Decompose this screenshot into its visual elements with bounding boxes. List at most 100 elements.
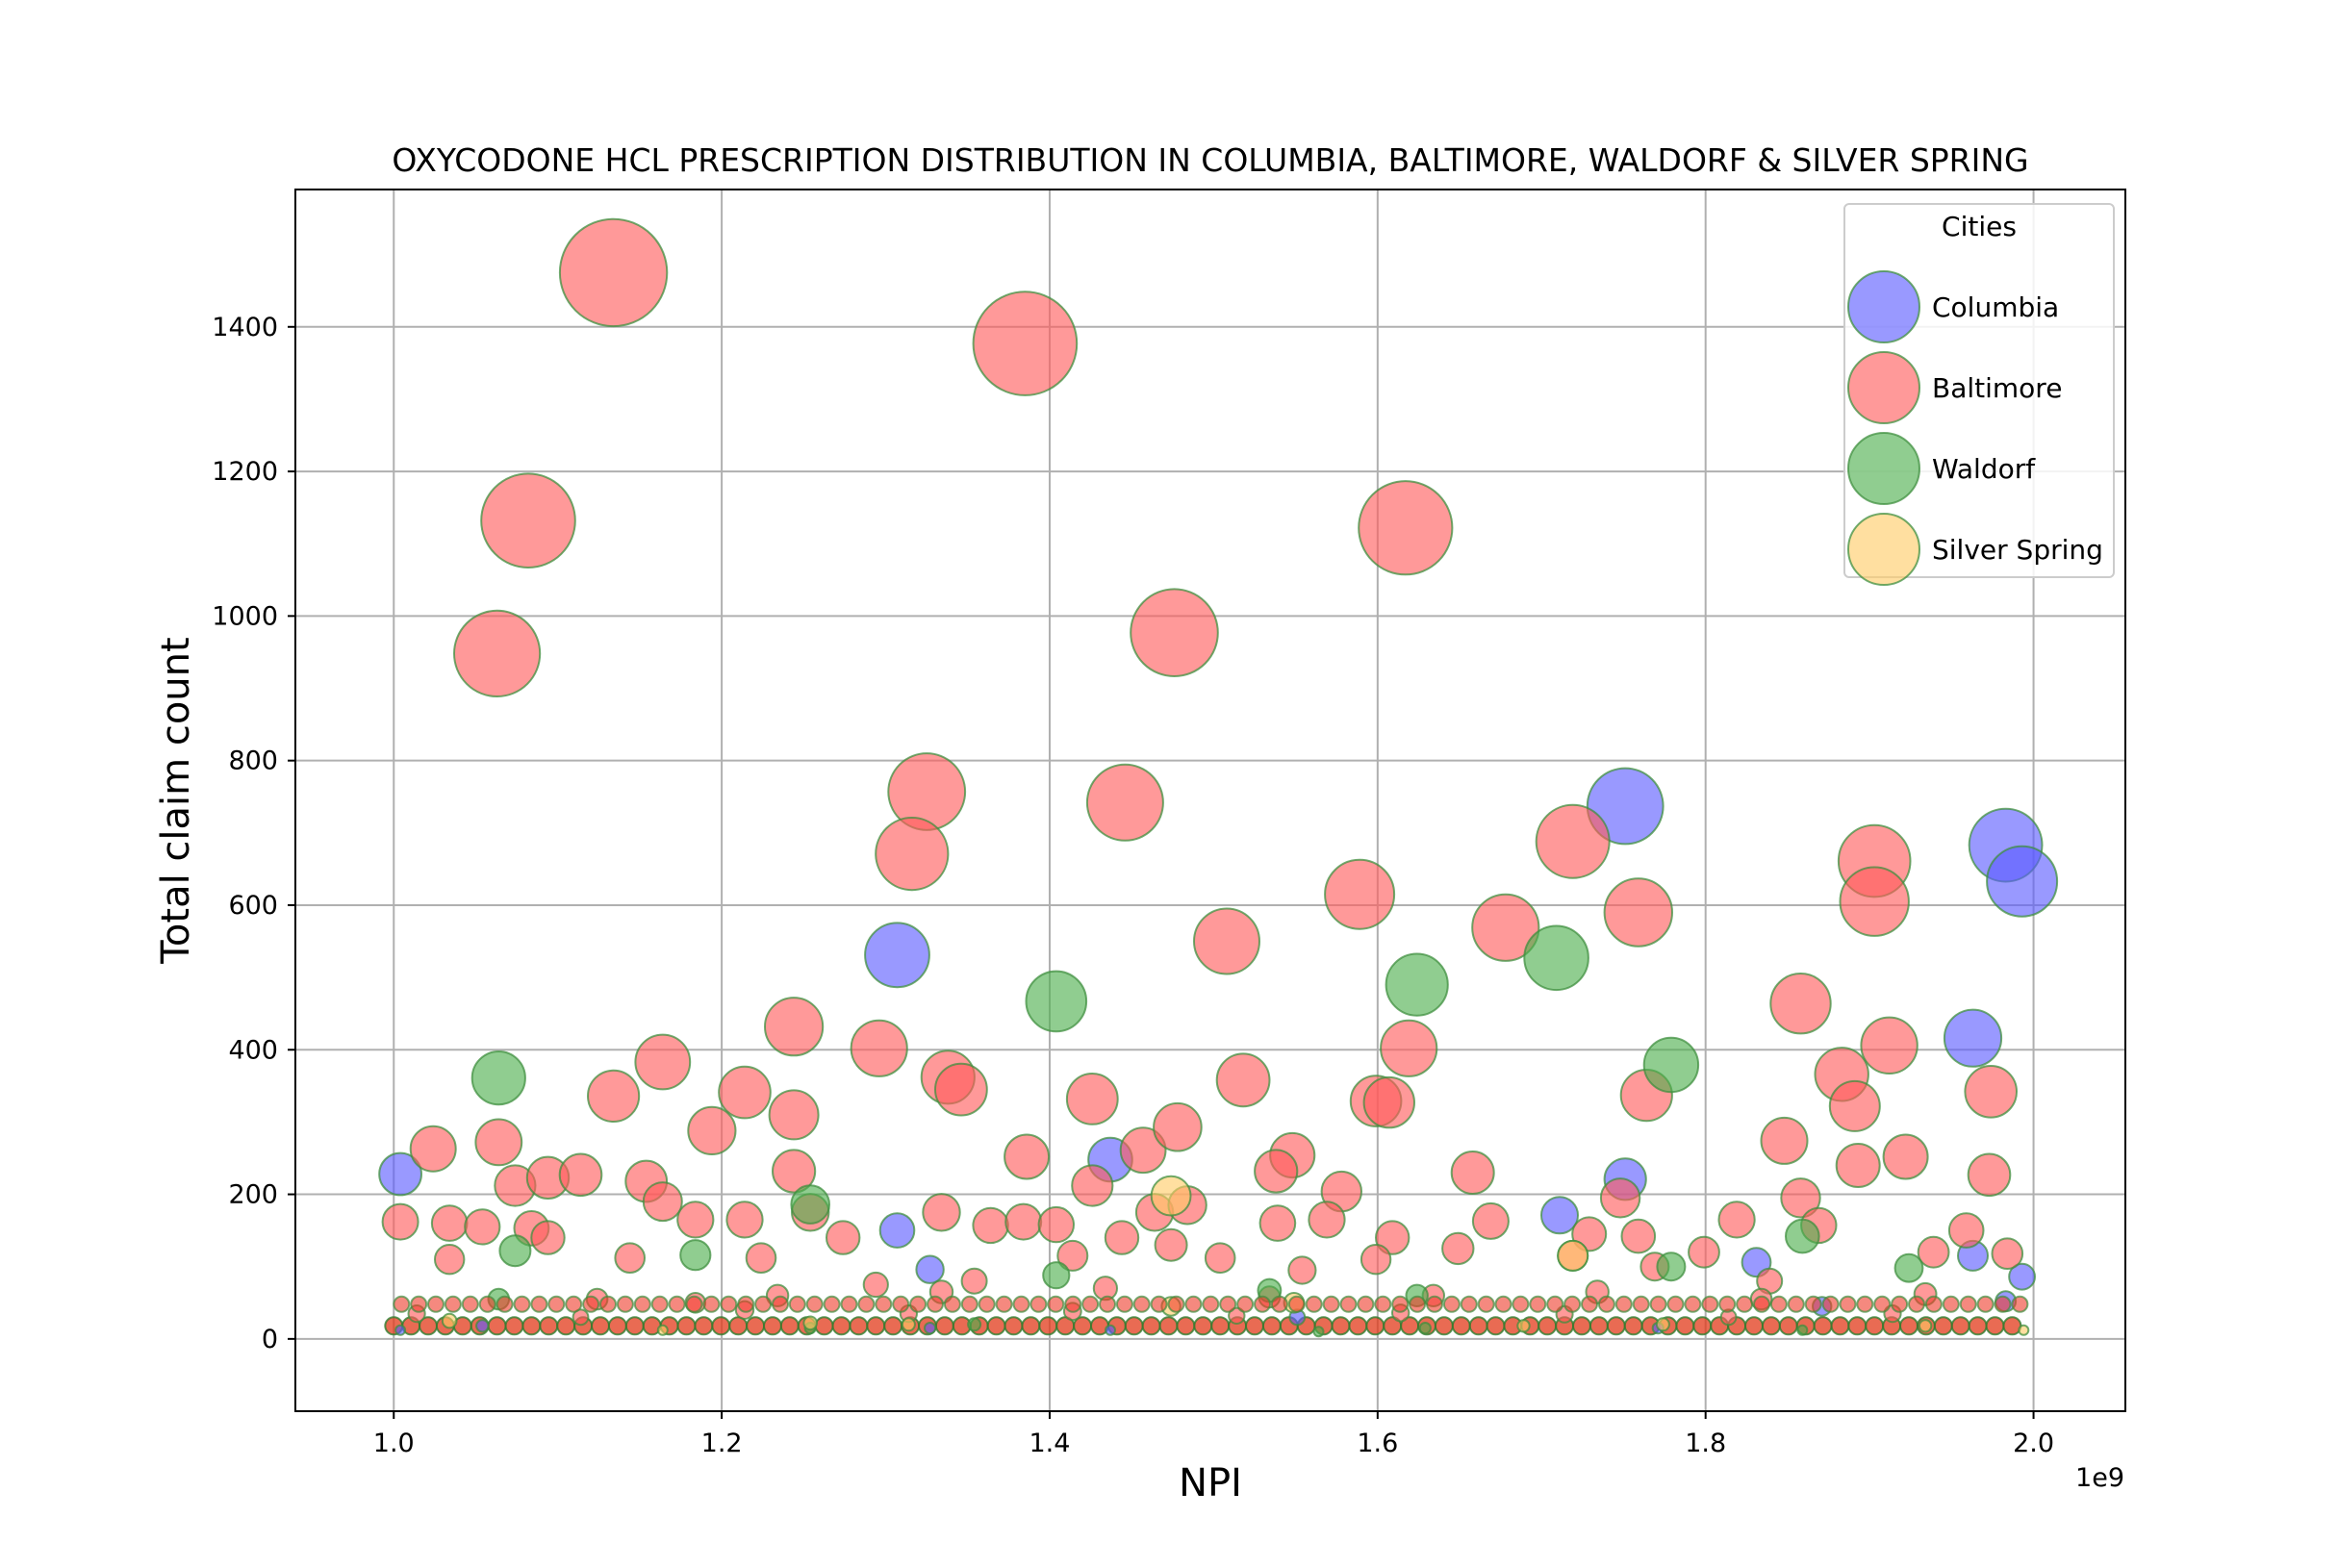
- legend-marker: [1847, 270, 1920, 343]
- baltimore-point: [1994, 1295, 2012, 1313]
- baltimore-point: [1830, 1316, 1850, 1336]
- baltimore-point: [1204, 1242, 1236, 1274]
- baltimore-point: [1037, 1205, 1076, 1244]
- baltimore-point: [1839, 1295, 1857, 1313]
- baltimore-point: [1688, 1235, 1720, 1269]
- y-axis-ticks: 0 200 400 600 800 1000 1200 1400: [212, 313, 295, 1354]
- baltimore-point: [1835, 1143, 1881, 1188]
- baltimore-point: [1441, 1231, 1475, 1266]
- silver-spring-point: [2018, 1324, 2030, 1336]
- baltimore-point: [1236, 1295, 1255, 1313]
- baltimore-point: [409, 1125, 457, 1173]
- baltimore-point: [850, 1019, 908, 1077]
- baltimore-point: [1099, 1295, 1116, 1313]
- baltimore-point: [427, 1295, 445, 1313]
- baltimore-point: [887, 752, 967, 831]
- baltimore-point: [1348, 1316, 1368, 1336]
- x-tick-label: 1.6: [1357, 1429, 1398, 1458]
- baltimore-point: [1899, 1316, 1919, 1336]
- baltimore-point: [452, 609, 542, 698]
- waldorf-point: [1385, 952, 1449, 1017]
- legend-entries: Columbia Baltimore Waldorf Silver Spring: [1847, 270, 2103, 586]
- columbia-point: [878, 1212, 916, 1249]
- baltimore-point: [607, 1316, 627, 1336]
- x-tick-label: 2.0: [2013, 1429, 2054, 1458]
- baltimore-point: [558, 217, 669, 328]
- baltimore-point: [478, 1295, 496, 1313]
- baltimore-point: [934, 1062, 988, 1117]
- baltimore-point: [1365, 1316, 1385, 1336]
- y-tick-label: 400: [228, 1035, 278, 1065]
- baltimore-point: [1744, 1316, 1764, 1336]
- baltimore-point: [1065, 1073, 1119, 1125]
- waldorf-point: [1656, 1252, 1687, 1282]
- baltimore-point: [840, 1295, 858, 1313]
- baltimore-point: [1572, 1316, 1591, 1336]
- baltimore-point: [556, 1316, 576, 1336]
- baltimore-point: [1202, 1295, 1220, 1313]
- baltimore-point: [1270, 1295, 1288, 1313]
- baltimore-point: [1828, 1079, 1881, 1132]
- waldorf-point: [1042, 1261, 1071, 1290]
- baltimore-point: [1358, 480, 1454, 576]
- baltimore-point: [521, 1316, 542, 1336]
- baltimore-point: [1761, 1316, 1781, 1336]
- baltimore-point: [995, 1295, 1013, 1313]
- x-tick-label: 1.0: [373, 1429, 415, 1458]
- waldorf-point: [1796, 1324, 1809, 1336]
- baltimore-point: [1623, 1316, 1643, 1336]
- baltimore-point: [1374, 1295, 1392, 1313]
- baltimore-point: [972, 1206, 1009, 1245]
- baltimore-point: [1360, 1244, 1392, 1276]
- baltimore-point: [1537, 1316, 1558, 1336]
- baltimore-point: [1947, 1212, 1985, 1249]
- baltimore-point: [1184, 1295, 1203, 1313]
- baltimore-point: [558, 1152, 603, 1198]
- baltimore-point: [1451, 1316, 1471, 1336]
- baltimore-point: [1959, 1295, 1977, 1313]
- baltimore-point: [1380, 1019, 1438, 1077]
- baltimore-point: [634, 1033, 692, 1091]
- baltimore-point: [1081, 1295, 1100, 1313]
- baltimore-point: [1603, 877, 1674, 948]
- baltimore-point: [960, 1267, 988, 1295]
- baltimore-point: [1450, 1151, 1495, 1195]
- baltimore-point: [1769, 1295, 1788, 1313]
- baltimore-point: [1210, 1316, 1231, 1336]
- baltimore-point: [883, 1316, 903, 1336]
- baltimore-point: [1967, 1152, 2012, 1198]
- baltimore-point: [1753, 1295, 1770, 1313]
- y-tick-label: 1400: [212, 313, 278, 342]
- baltimore-point: [650, 1295, 669, 1313]
- waldorf-point: [1642, 1036, 1700, 1094]
- baltimore-point: [434, 1244, 466, 1276]
- baltimore-point: [668, 1295, 686, 1313]
- baltimore-point: [1606, 1316, 1626, 1336]
- baltimore-point: [1245, 1316, 1264, 1336]
- baltimore-point: [1468, 1316, 1488, 1336]
- baltimore-point: [1119, 1126, 1167, 1175]
- baltimore-point: [1942, 1295, 1960, 1313]
- waldorf-point: [470, 1050, 526, 1106]
- legend-label: Columbia: [1932, 291, 2059, 323]
- baltimore-point: [725, 1201, 764, 1239]
- baltimore-point: [461, 1295, 479, 1313]
- baltimore-point: [764, 997, 825, 1057]
- baltimore-point: [496, 1295, 514, 1313]
- legend: Cities Columbia Baltimore Waldorf Silver Sp…: [1843, 203, 2115, 586]
- baltimore-point: [687, 1105, 737, 1156]
- silver-spring-point: [1655, 1317, 1670, 1332]
- baltimore-point: [1718, 1295, 1737, 1313]
- baltimore-point: [444, 1295, 462, 1313]
- baltimore-point: [547, 1295, 566, 1313]
- baltimore-point: [1219, 1295, 1237, 1313]
- baltimore-point: [1391, 1295, 1410, 1313]
- baltimore-point: [1804, 1295, 1822, 1313]
- x-tick-label: 1.8: [1685, 1429, 1726, 1458]
- waldorf-point: [1025, 970, 1088, 1033]
- x-tick-label: 1.2: [701, 1429, 743, 1458]
- baltimore-point: [1460, 1295, 1478, 1313]
- baltimore-point: [922, 1193, 961, 1232]
- baltimore-point: [862, 1271, 889, 1299]
